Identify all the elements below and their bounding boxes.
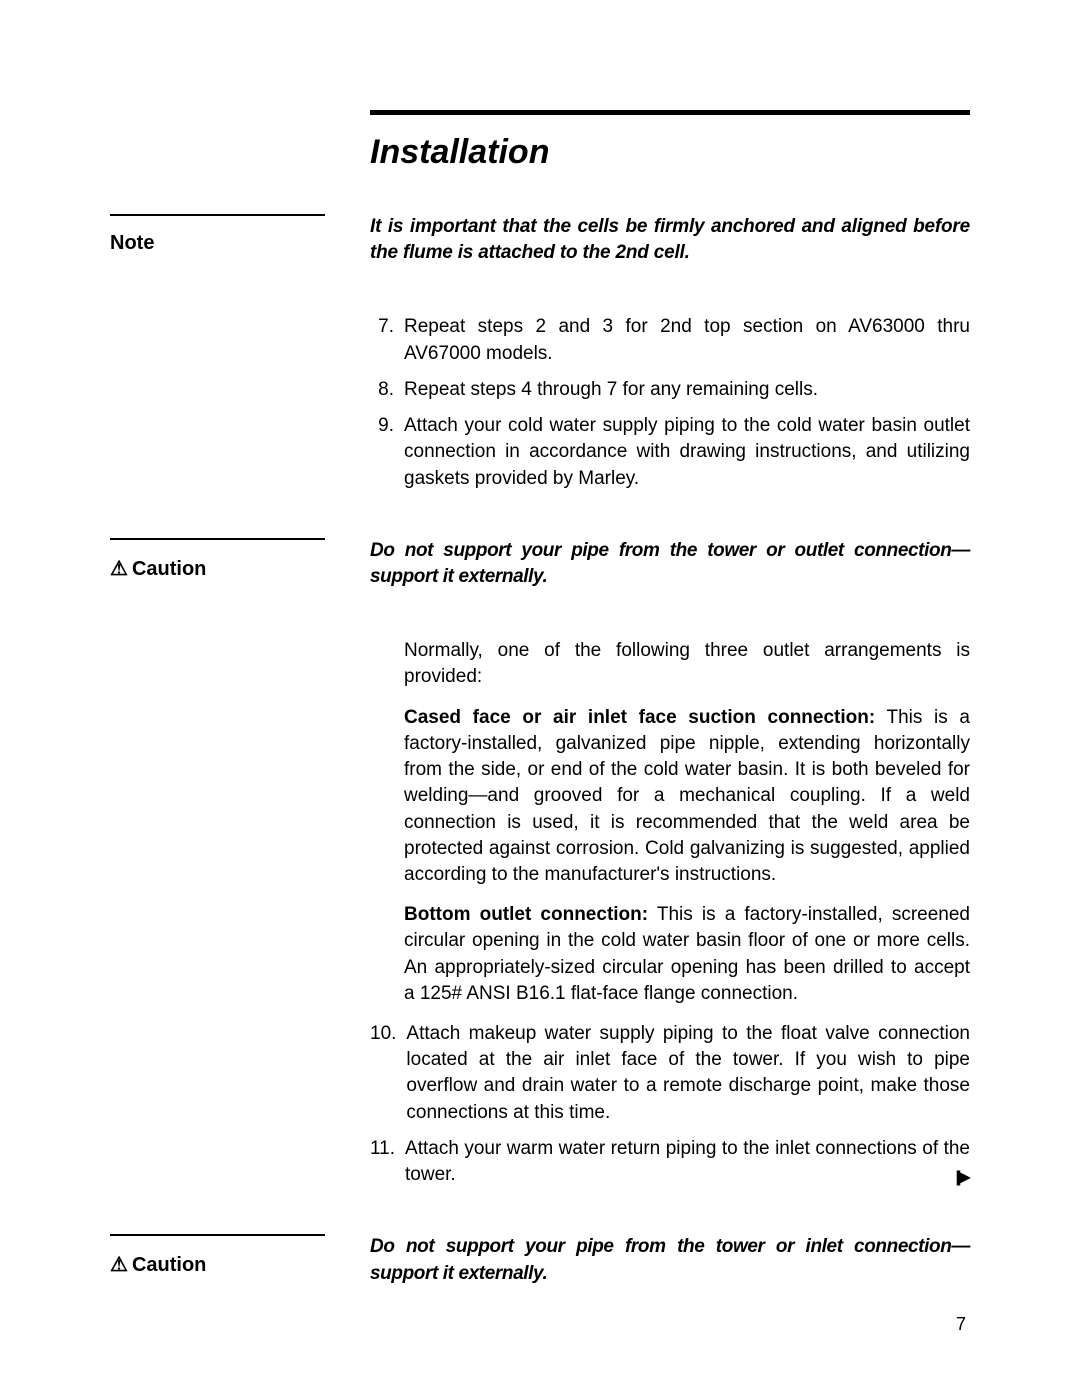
caution-1-body: Do not support your pipe from the tower … — [370, 538, 970, 590]
steps-block-1: 7. Repeat steps 2 and 3 for 2nd top sect… — [110, 314, 970, 501]
bottom-outlet-head: Bottom outlet connection: — [404, 904, 648, 925]
caution-label-2: ⚠Caution — [110, 1252, 340, 1277]
outlet-indented: Normally, one of the following three out… — [404, 638, 970, 1007]
sidebar-rule — [110, 1234, 325, 1236]
warning-icon: ⚠ — [110, 558, 128, 580]
caution-1-text: Do not support your pipe from the tower … — [370, 538, 970, 590]
step-text: Repeat steps 2 and 3 for 2nd top section… — [404, 314, 970, 366]
outlet-body: Normally, one of the following three out… — [370, 638, 970, 1198]
caution-label-1: ⚠Caution — [110, 556, 340, 581]
step-text: Attach your warm water return piping to … — [405, 1136, 970, 1188]
caution-block-2: ⚠Caution Do not support your pipe from t… — [110, 1234, 970, 1286]
step-number: 10. — [370, 1021, 406, 1126]
note-label: Note — [110, 232, 340, 255]
note-block: Note It is important that the cells be f… — [110, 214, 970, 266]
title-rule — [370, 110, 970, 115]
steps-7-9: 7. Repeat steps 2 and 3 for 2nd top sect… — [370, 314, 970, 501]
step-text: Attach makeup water supply piping to the… — [406, 1021, 970, 1126]
caution-label-text: Caution — [132, 558, 206, 580]
bottom-outlet-para: Bottom outlet connection: This is a fact… — [404, 902, 970, 1007]
sidebar-caution-2: ⚠Caution — [110, 1234, 370, 1277]
step-11: 11. Attach your warm water return piping… — [370, 1136, 970, 1188]
page: Installation Note It is important that t… — [0, 0, 1080, 1397]
caution-label-text: Caution — [132, 1254, 206, 1276]
step-number: 8. — [370, 377, 404, 403]
step-number: 11. — [370, 1136, 405, 1188]
continue-icon: |||▶ — [955, 1167, 968, 1187]
step-10: 10. Attach makeup water supply piping to… — [370, 1021, 970, 1126]
caution-block-1: ⚠Caution Do not support your pipe from t… — [110, 538, 970, 590]
caution-2-text: Do not support your pipe from the tower … — [370, 1234, 970, 1286]
step-9: 9. Attach your cold water supply piping … — [370, 413, 970, 492]
step-text: Attach your cold water supply piping to … — [404, 413, 970, 492]
step-8: 8. Repeat steps 4 through 7 for any rema… — [370, 377, 970, 403]
sidebar-note: Note — [110, 214, 370, 255]
note-text: It is important that the cells be firmly… — [370, 214, 970, 266]
section-title: Installation — [370, 133, 970, 172]
sidebar-rule — [110, 214, 325, 216]
step-7: 7. Repeat steps 2 and 3 for 2nd top sect… — [370, 314, 970, 366]
sidebar-rule — [110, 538, 325, 540]
warning-icon: ⚠ — [110, 1254, 128, 1276]
note-body: It is important that the cells be firmly… — [370, 214, 970, 266]
step-text: Repeat steps 4 through 7 for any remaini… — [404, 377, 970, 403]
caution-2-body: Do not support your pipe from the tower … — [370, 1234, 970, 1286]
step-number: 7. — [370, 314, 404, 366]
cased-face-para: Cased face or air inlet face suction con… — [404, 705, 970, 889]
outlet-intro: Normally, one of the following three out… — [404, 638, 970, 690]
sidebar-caution-1: ⚠Caution — [110, 538, 370, 581]
outlet-block: Normally, one of the following three out… — [110, 638, 970, 1198]
cased-face-body: This is a factory-installed, galvanized … — [404, 707, 970, 885]
page-number: 7 — [956, 1314, 966, 1335]
step-number: 9. — [370, 413, 404, 492]
cased-face-head: Cased face or air inlet face suction con… — [404, 707, 875, 728]
